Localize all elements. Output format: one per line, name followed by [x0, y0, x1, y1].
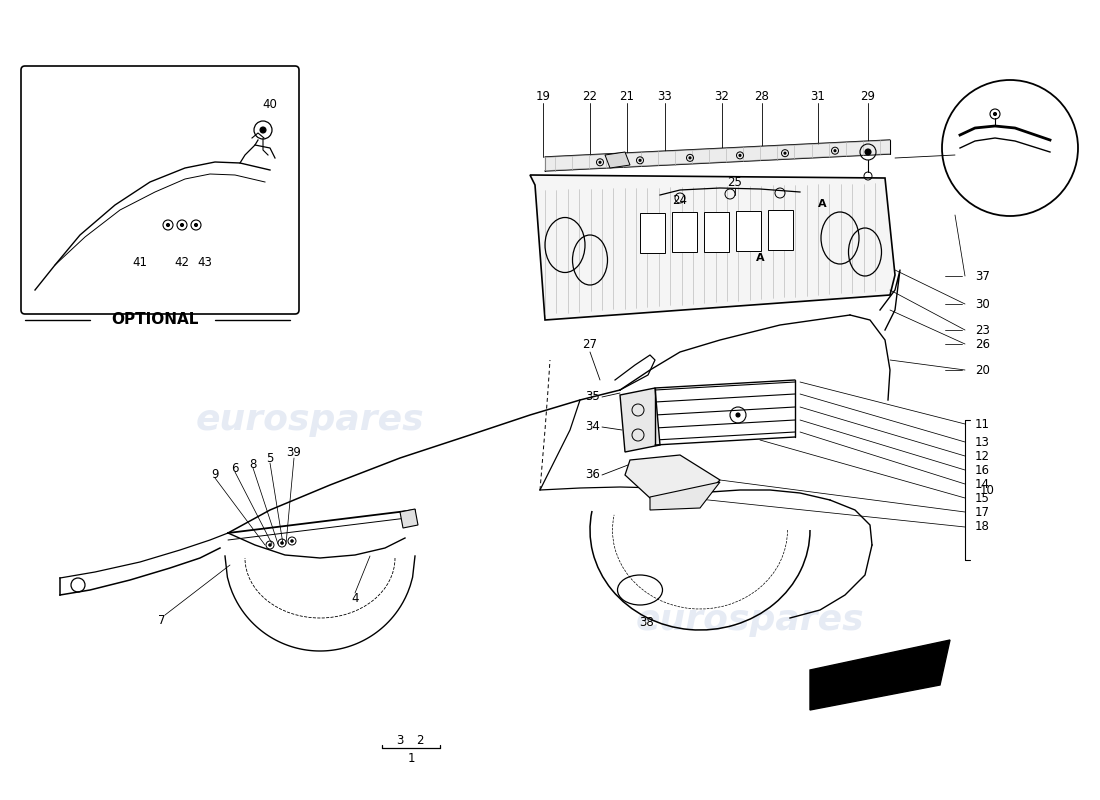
Circle shape: [865, 149, 871, 155]
Polygon shape: [650, 482, 721, 510]
Bar: [736, 211, 761, 251]
Text: 34: 34: [585, 421, 600, 434]
Text: 22: 22: [583, 90, 597, 103]
Text: 28: 28: [755, 90, 769, 103]
Text: eurospares: eurospares: [196, 403, 425, 437]
Text: OPTIONAL: OPTIONAL: [111, 313, 199, 327]
Text: 12: 12: [975, 450, 990, 462]
Text: 6: 6: [231, 462, 239, 474]
Bar: [704, 212, 729, 252]
Circle shape: [260, 127, 266, 133]
Polygon shape: [620, 388, 660, 452]
Circle shape: [639, 159, 641, 162]
Text: 9: 9: [211, 467, 219, 481]
Text: 18: 18: [975, 521, 990, 534]
Text: 42: 42: [175, 257, 189, 270]
Bar: [672, 212, 697, 252]
Text: 2: 2: [416, 734, 424, 746]
Text: 14: 14: [975, 478, 990, 490]
FancyBboxPatch shape: [21, 66, 299, 314]
Text: 15: 15: [975, 491, 990, 505]
Text: 13: 13: [975, 435, 990, 449]
Text: 19: 19: [536, 90, 550, 103]
Text: 4: 4: [351, 591, 359, 605]
Text: 21: 21: [619, 90, 635, 103]
Text: 31: 31: [811, 90, 825, 103]
Bar: [640, 213, 666, 253]
Polygon shape: [400, 509, 418, 528]
Text: 1: 1: [407, 751, 415, 765]
Text: 41: 41: [132, 257, 147, 270]
Circle shape: [280, 542, 283, 544]
Text: A: A: [756, 253, 764, 263]
Circle shape: [268, 544, 272, 546]
Polygon shape: [605, 152, 630, 168]
Circle shape: [739, 154, 741, 156]
Text: 32: 32: [715, 90, 729, 103]
Text: 29: 29: [860, 90, 876, 103]
Circle shape: [736, 413, 740, 417]
Text: 23: 23: [975, 323, 990, 337]
Text: 37: 37: [975, 270, 990, 282]
Text: 26: 26: [975, 338, 990, 350]
Polygon shape: [530, 175, 895, 320]
Text: 40: 40: [262, 98, 277, 110]
Text: A: A: [817, 199, 826, 209]
Text: 38: 38: [639, 615, 654, 629]
Bar: [768, 210, 793, 250]
Circle shape: [195, 223, 198, 226]
Text: 5: 5: [266, 453, 274, 466]
Text: 8: 8: [250, 458, 256, 470]
Text: 24: 24: [672, 194, 688, 206]
Circle shape: [784, 152, 786, 154]
Circle shape: [834, 150, 836, 152]
Text: 11: 11: [975, 418, 990, 430]
Text: 33: 33: [658, 90, 672, 103]
Circle shape: [600, 162, 601, 163]
Text: 35: 35: [585, 390, 600, 403]
Text: 10: 10: [980, 483, 994, 497]
Text: eurospares: eurospares: [636, 603, 865, 637]
Text: 20: 20: [975, 363, 990, 377]
Circle shape: [166, 223, 169, 226]
Circle shape: [180, 223, 184, 226]
Text: 27: 27: [583, 338, 597, 351]
Text: 17: 17: [975, 506, 990, 518]
Polygon shape: [810, 640, 950, 710]
Text: 30: 30: [975, 298, 990, 310]
Text: 3: 3: [396, 734, 404, 746]
Text: 16: 16: [975, 463, 990, 477]
Circle shape: [689, 157, 691, 159]
Circle shape: [290, 540, 294, 542]
Text: 36: 36: [585, 469, 600, 482]
Text: 39: 39: [287, 446, 301, 459]
Text: 25: 25: [727, 175, 742, 189]
Text: 43: 43: [198, 257, 212, 270]
Polygon shape: [625, 455, 720, 500]
Text: 7: 7: [158, 614, 166, 626]
Circle shape: [993, 113, 997, 115]
